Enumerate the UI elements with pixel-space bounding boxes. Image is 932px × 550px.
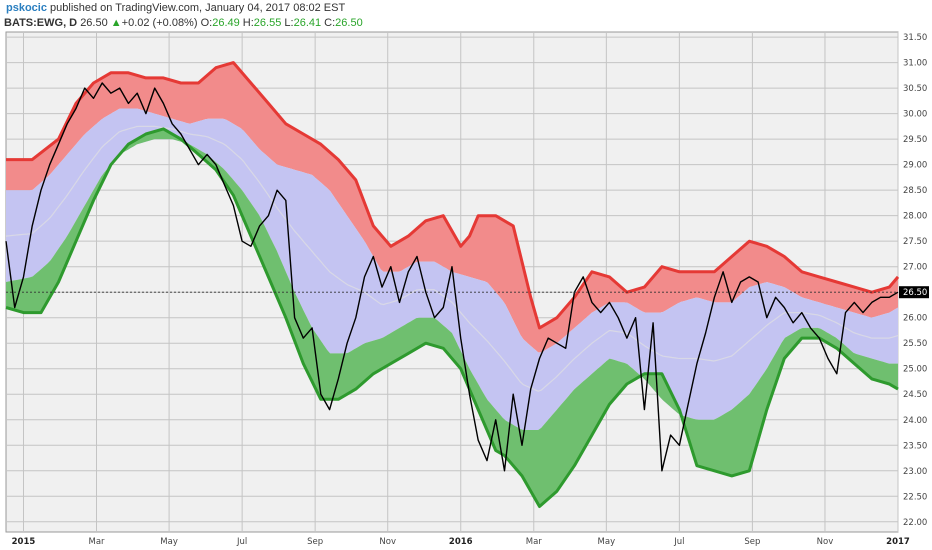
x-tick-label: 2016 — [449, 537, 473, 547]
x-tick-label: Mar — [88, 537, 105, 547]
y-tick-label: 25.50 — [903, 339, 927, 349]
y-tick-label: 28.50 — [903, 186, 927, 196]
upper-band-area — [6, 63, 898, 353]
x-tick-label: Jul — [236, 537, 247, 547]
y-tick-label: 27.50 — [903, 237, 927, 247]
y-tick-label: 26.00 — [903, 314, 927, 324]
open-value: 26.49 — [212, 17, 240, 29]
y-tick-label: 23.00 — [903, 467, 927, 477]
y-tick-label: 28.00 — [903, 212, 927, 222]
symbol-label: BATS:EWG, D — [4, 17, 78, 29]
low-value: 26.41 — [293, 17, 322, 29]
y-tick-label: 23.50 — [903, 441, 927, 451]
last-price-tag-text: 26.50 — [903, 288, 927, 298]
publish-line: pskocic published on TradingView.com, Ja… — [6, 2, 345, 14]
x-tick-label: 2015 — [12, 537, 36, 547]
middle-line — [5, 125, 899, 392]
lower-band-line — [5, 127, 899, 508]
x-tick-label: Sep — [744, 537, 760, 547]
middle-band-area — [6, 108, 898, 430]
upper-band-line — [6, 61, 900, 330]
close-value: 26.50 — [335, 17, 363, 29]
y-tick-label: 27.00 — [903, 263, 927, 273]
low-label: L: — [284, 17, 294, 29]
x-tick-label: May — [598, 537, 616, 547]
band-areas — [6, 63, 898, 505]
y-tick-label: 22.00 — [903, 518, 927, 528]
last-price-tag — [899, 286, 929, 299]
y-tick-label: 29.50 — [903, 135, 927, 145]
y-tick-label: 25.00 — [903, 365, 927, 375]
published-text: published on TradingView.com, January 04… — [50, 2, 346, 14]
last-price-marker: 26.50 — [6, 286, 929, 299]
high-value: 26.55 — [253, 17, 282, 29]
time-axis[interactable]: 2015 Mar May Jul Sep Nov 2016 Mar May Jul Sep Nov 20… — [12, 537, 910, 547]
y-tick-label: 29.00 — [903, 161, 927, 171]
last-price: 26.50 — [80, 17, 108, 29]
price-axis[interactable]: 22.00 22.50 23.00 23.50 24.00 24.50 25.00 25.50… — [903, 33, 927, 528]
up-arrow-icon: ▲ — [110, 17, 122, 29]
series-lines — [5, 61, 900, 508]
x-tick-label: Nov — [379, 537, 396, 547]
high-label: H: — [242, 17, 254, 29]
author-link[interactable]: pskocic — [6, 2, 47, 14]
change-text: +0.02 (+0.08%) — [121, 17, 198, 29]
x-tick-label: 2017 — [886, 537, 910, 547]
close-label: C: — [324, 17, 336, 29]
ohlc-legend: BATS:EWG, D 26.50 ▲+0.02 (+0.08%) O:26.4… — [4, 17, 363, 29]
y-tick-label: 31.00 — [903, 59, 927, 69]
x-tick-label: Mar — [526, 537, 543, 547]
y-tick-label: 24.50 — [903, 390, 927, 400]
y-tick-label: 30.50 — [903, 84, 927, 94]
x-tick-label: May — [160, 537, 178, 547]
y-tick-label: 31.50 — [903, 33, 927, 43]
y-tick-label: 30.00 — [903, 110, 927, 120]
x-tick-label: Sep — [307, 537, 323, 547]
y-tick-label: 24.00 — [903, 416, 927, 426]
open-label: O: — [200, 17, 213, 29]
price-line — [5, 82, 899, 472]
x-tick-label: Nov — [817, 537, 834, 547]
y-tick-label: 22.50 — [903, 492, 927, 502]
x-tick-label: Jul — [673, 537, 684, 547]
